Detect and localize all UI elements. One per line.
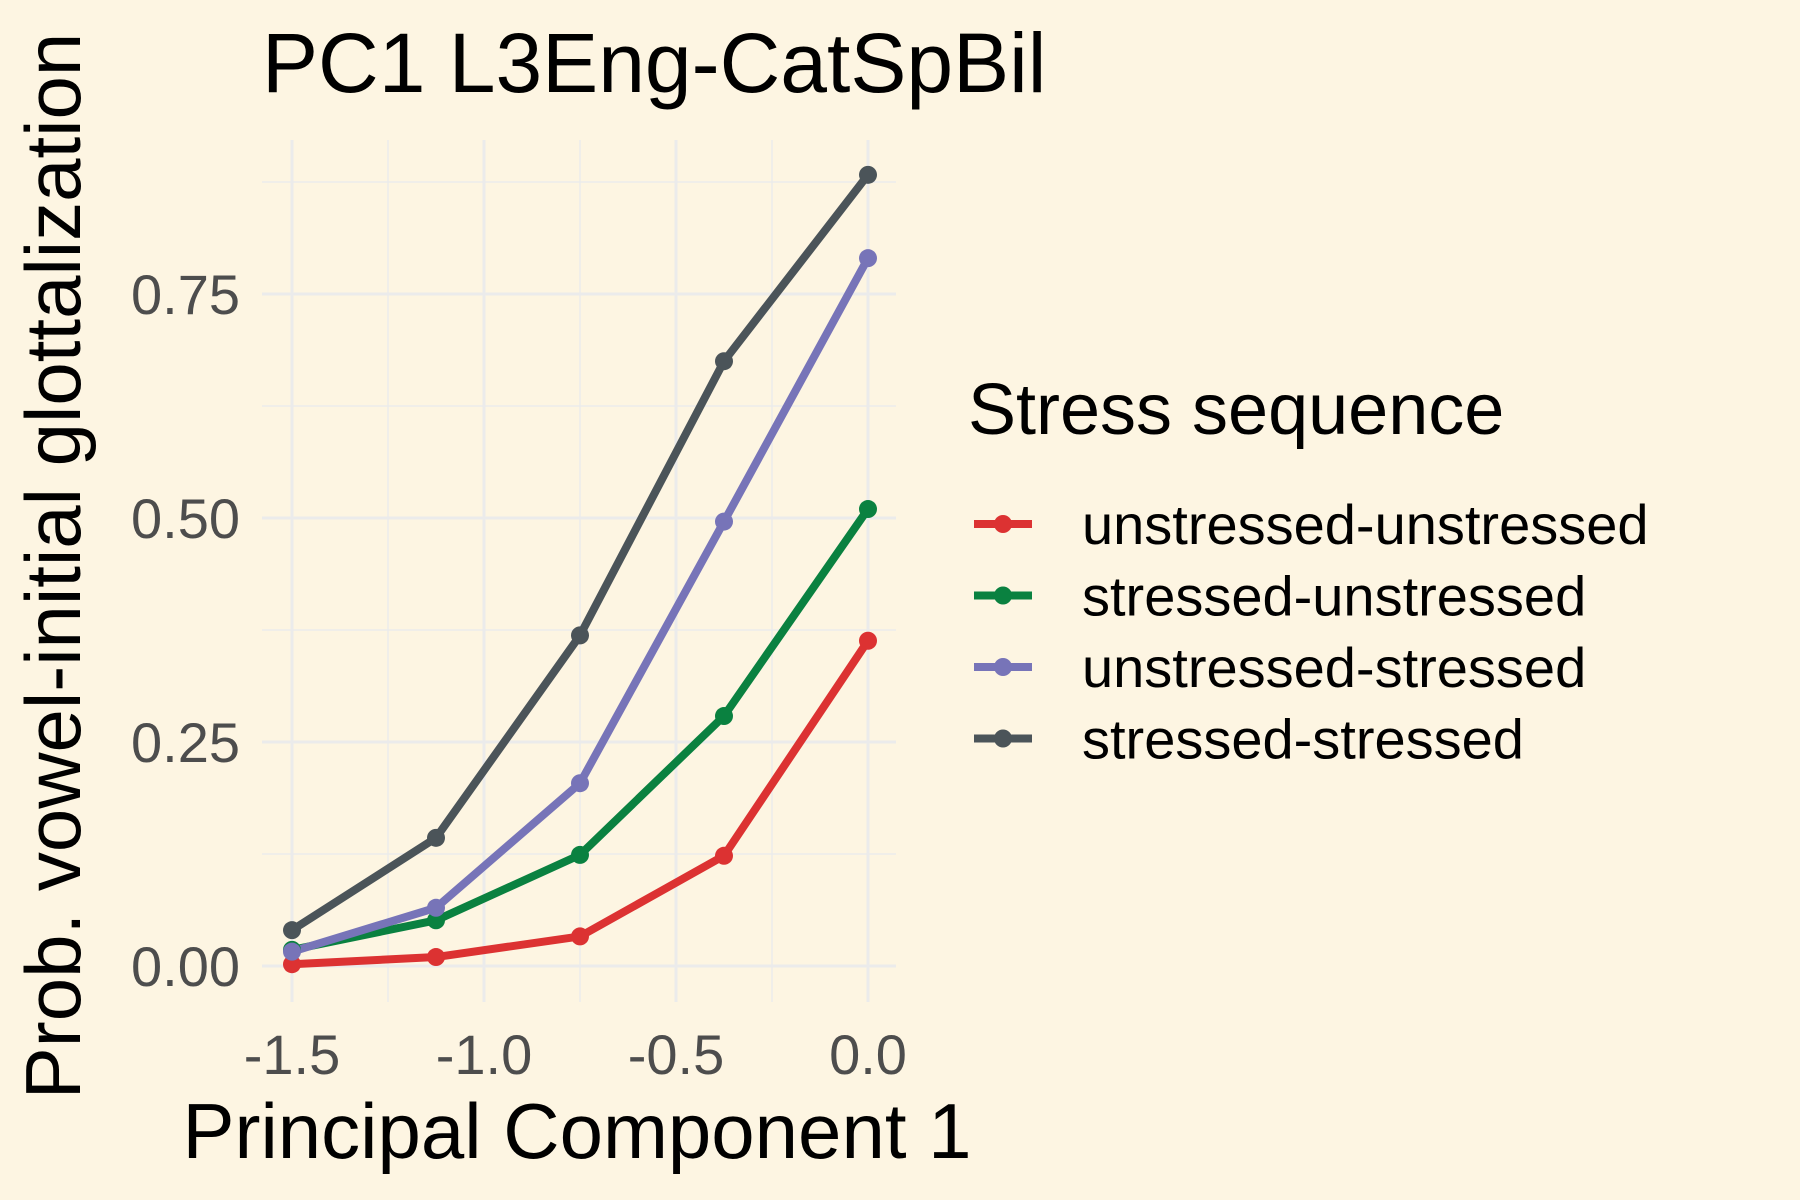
y-tick-label: 0.75 — [131, 263, 240, 326]
legend-label: stressed-stressed — [1082, 708, 1524, 771]
legend-key-point — [994, 515, 1012, 533]
x-tick-label: -0.5 — [628, 1023, 725, 1086]
data-point-unstressed-stressed — [715, 512, 733, 531]
chart-title: PC1 L3Eng-CatSpBil — [262, 16, 1046, 110]
data-point-unstressed-stressed — [571, 774, 589, 793]
legend-key-point — [994, 729, 1012, 748]
x-axis-title: Principal Component 1 — [182, 1087, 971, 1175]
data-point-stressed-unstressed — [715, 707, 733, 726]
y-axis-title: Prob. vowel-initial glottalization — [9, 33, 97, 1100]
data-point-stressed-unstressed — [859, 500, 877, 519]
data-point-unstressed-unstressed — [859, 631, 877, 650]
x-tick-label: -1.0 — [436, 1023, 533, 1086]
data-point-unstressed-stressed — [859, 249, 877, 268]
legend-label: unstressed-stressed — [1082, 636, 1586, 699]
legend-items: unstressed-unstressed stressed-unstressed… — [974, 493, 1649, 771]
legend-label: stressed-unstressed — [1082, 565, 1586, 628]
data-point-unstressed-unstressed — [715, 846, 733, 865]
x-tick-labels: -1.5 -1.0 -0.5 0.0 — [244, 1023, 907, 1086]
data-point-stressed-unstressed — [571, 845, 589, 864]
legend: Stress sequence unstressed-unstressed str… — [968, 370, 1649, 771]
x-tick-label: 0.0 — [829, 1023, 907, 1086]
y-tick-labels: 0.00 0.25 0.50 0.75 — [131, 263, 240, 998]
data-point-stressed-unstressed — [427, 911, 445, 930]
data-point-unstressed-unstressed — [427, 948, 445, 967]
y-tick-label: 0.00 — [131, 935, 240, 998]
data-point-stressed-stressed — [283, 921, 301, 940]
legend-item: stressed-stressed — [974, 708, 1524, 771]
legend-item: unstressed-stressed — [974, 636, 1586, 699]
data-point-unstressed-unstressed — [283, 955, 301, 974]
legend-key-point — [994, 658, 1012, 676]
data-point-unstressed-unstressed — [571, 927, 589, 946]
legend-title: Stress sequence — [968, 370, 1504, 450]
legend-item: stressed-unstressed — [974, 565, 1586, 628]
y-tick-label: 0.50 — [131, 487, 240, 550]
series-points — [283, 165, 877, 974]
data-point-stressed-stressed — [571, 626, 589, 645]
data-point-stressed-stressed — [859, 165, 877, 184]
data-point-stressed-stressed — [715, 352, 733, 371]
legend-item: unstressed-unstressed — [974, 493, 1649, 556]
data-point-unstressed-stressed — [283, 942, 301, 961]
grid — [262, 140, 896, 1002]
data-point-stressed-stressed — [427, 828, 445, 847]
data-point-unstressed-stressed — [427, 898, 445, 917]
x-tick-label: -1.5 — [244, 1023, 341, 1086]
legend-key-point — [994, 586, 1012, 605]
legend-label: unstressed-unstressed — [1082, 493, 1649, 556]
y-tick-label: 0.25 — [131, 711, 240, 774]
